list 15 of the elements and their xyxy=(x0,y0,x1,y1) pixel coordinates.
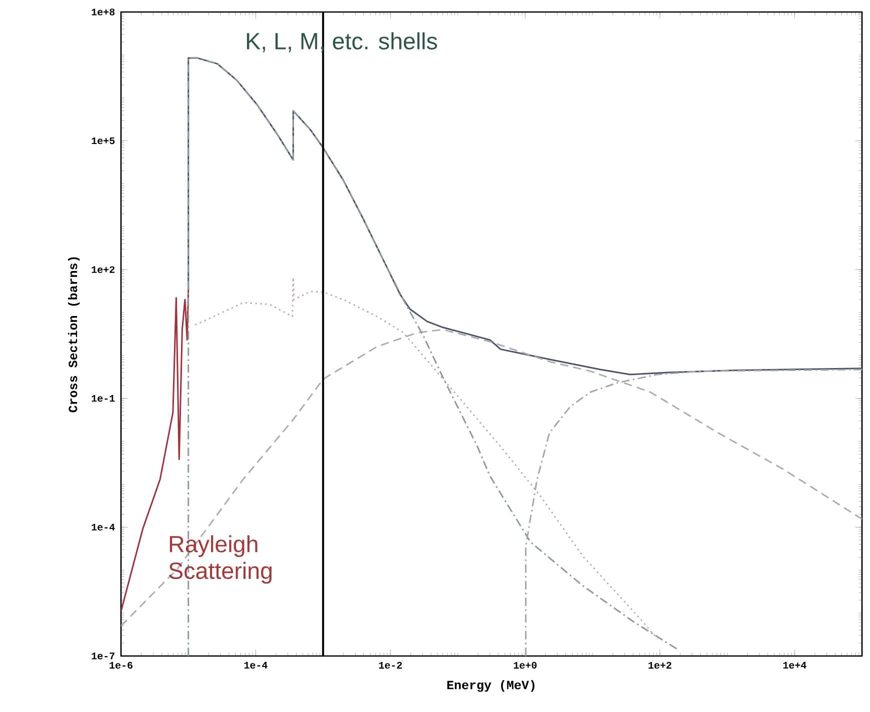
y-tick-label: 1e+2 xyxy=(92,266,115,273)
x-axis-title: Energy (MeV) xyxy=(447,680,534,692)
x-tick-label: 1e+0 xyxy=(514,662,537,669)
x-tick-label: 1e-2 xyxy=(379,662,402,669)
x-tick-label: 1e-6 xyxy=(110,662,132,669)
x-tick-label: 1e+2 xyxy=(648,662,672,669)
y-tick-label: 1e+5 xyxy=(92,137,115,144)
y-tick-label: 1e-1 xyxy=(92,395,115,402)
x-tick-label: 1e-4 xyxy=(244,662,268,669)
y-tick-label: 1e-4 xyxy=(92,524,115,531)
x-tick-label: 1e+4 xyxy=(783,662,806,669)
y-axis-title: Cross Section (barns) xyxy=(68,257,80,412)
y-tick-label: 1e-7 xyxy=(92,652,114,660)
annotation: Rayleigh Scattering xyxy=(169,535,272,584)
y-tick-label: 1e+8 xyxy=(92,8,115,16)
